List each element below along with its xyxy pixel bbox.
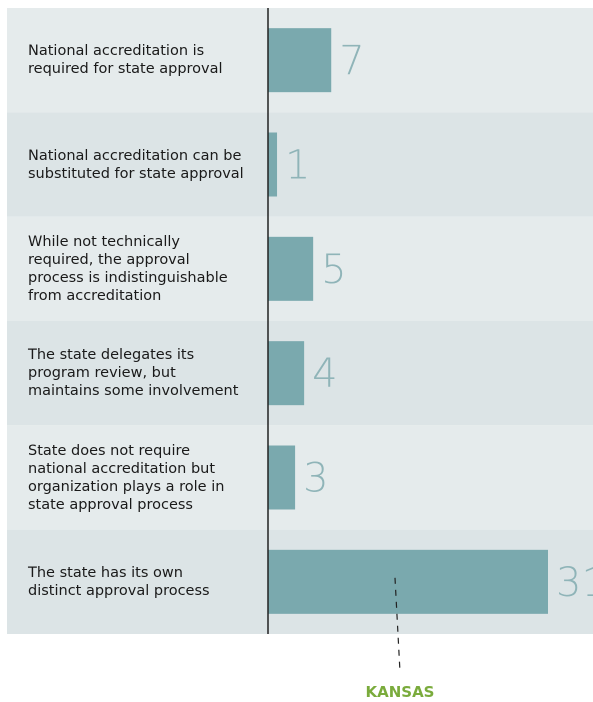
annotation-leader: [394, 577, 401, 673]
bar: [268, 549, 548, 614]
category-label: National accreditation is required for s…: [28, 43, 223, 78]
bar: [268, 341, 305, 406]
bar: [268, 28, 332, 93]
row-background: [7, 112, 593, 217]
bar: [268, 236, 314, 301]
row-background: [7, 425, 593, 530]
bar: [268, 132, 278, 197]
bar: [268, 445, 296, 510]
value-label: 4: [312, 351, 337, 397]
value-label: 5: [321, 247, 346, 293]
category-label: The state has its own distinct approval …: [28, 564, 210, 599]
category-label: While not technically required, the appr…: [28, 233, 228, 304]
value-label: 7: [339, 38, 364, 84]
category-label: State does not require national accredit…: [28, 442, 225, 513]
value-label: 3: [303, 456, 328, 502]
value-label: 31: [556, 560, 593, 606]
annotation: KANSAS: [365, 683, 434, 701]
category-label: National accreditation can be substitute…: [28, 147, 244, 182]
value-label: 1: [285, 143, 310, 189]
category-label: The state delegates its program review, …: [28, 347, 239, 400]
